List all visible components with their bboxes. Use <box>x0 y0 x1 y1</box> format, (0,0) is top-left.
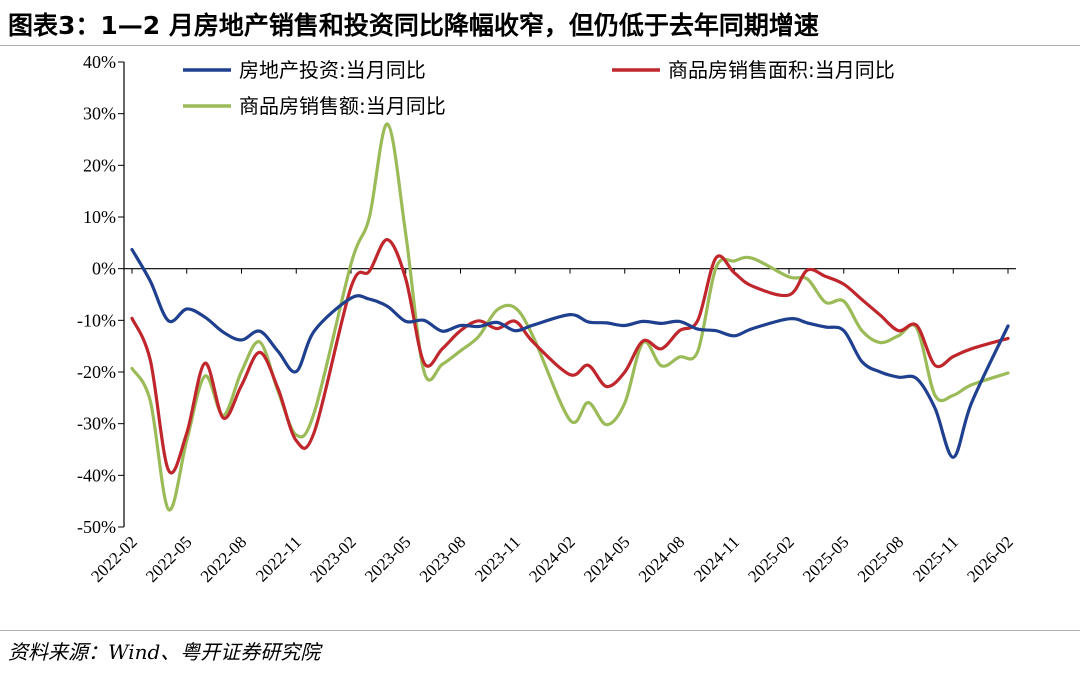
x-tick-label: 2022-02 <box>87 532 141 586</box>
y-tick-label: -50% <box>77 517 116 537</box>
x-tick-label: 2025-05 <box>799 532 853 586</box>
y-tick-label: -40% <box>77 465 116 485</box>
x-tick-label: 2023-08 <box>416 532 470 586</box>
series-line-0 <box>130 247 1010 459</box>
footer-divider <box>0 630 1080 631</box>
x-tick-label: 2024-11 <box>690 532 743 585</box>
y-tick-label: 0% <box>92 259 116 279</box>
x-tick-label: 2024-02 <box>525 532 579 586</box>
y-tick-label: -20% <box>77 362 116 382</box>
series-line-1 <box>130 238 1010 475</box>
x-tick-label: 2025-02 <box>744 532 798 586</box>
y-tick-label: 30% <box>83 104 116 124</box>
series-line-2 <box>130 122 1010 512</box>
y-tick-label: 40% <box>83 52 116 72</box>
x-tick-label: 2023-05 <box>361 532 415 586</box>
x-tick-label: 2025-11 <box>909 532 962 585</box>
x-tick-label: 2026-02 <box>963 532 1017 586</box>
x-tick-label: 2022-05 <box>142 532 196 586</box>
y-tick-label: -30% <box>77 414 116 434</box>
legend-label-0: 房地产投资:当月同比 <box>239 58 426 82</box>
source-note: 资料来源：Wind、粤开证券研究院 <box>8 640 321 664</box>
legend-label-2: 商品房销售额:当月同比 <box>239 94 446 118</box>
x-tick-label: 2023-02 <box>306 532 360 586</box>
x-tick-label: 2022-11 <box>252 532 305 585</box>
x-tick-label: 2022-08 <box>197 532 251 586</box>
y-tick-label: 20% <box>83 155 116 175</box>
line-chart: 40%30%20%10%0%-10%-20%-30%-40%-50%2022-0… <box>77 52 1017 586</box>
x-tick-label: 2024-08 <box>635 532 689 586</box>
legend-label-1: 商品房销售面积:当月同比 <box>668 58 895 82</box>
title-divider <box>0 45 1080 46</box>
y-tick-label: 10% <box>83 207 116 227</box>
x-tick-label: 2024-05 <box>580 532 634 586</box>
chart-title: 图表3：1—2 月房地产销售和投资同比降幅收窄，但仍低于去年同期增速 <box>8 11 819 40</box>
x-tick-label: 2025-08 <box>854 532 908 586</box>
y-tick-label: -10% <box>77 310 116 330</box>
x-tick-label: 2023-11 <box>471 532 524 585</box>
